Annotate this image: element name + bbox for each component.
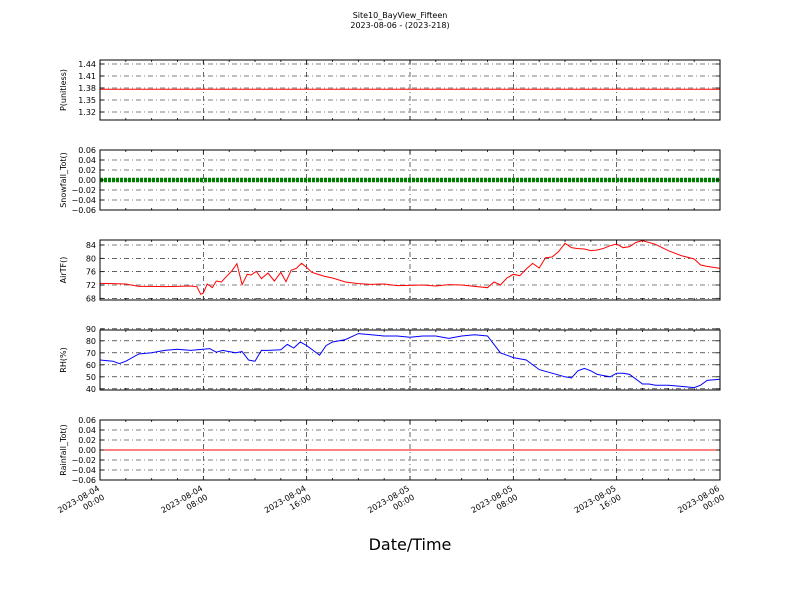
y-axis-label: Rainfall_Tot() — [59, 424, 68, 476]
y-tick-label: 90 — [86, 325, 96, 334]
y-tick-label: 0.04 — [78, 156, 96, 165]
y-tick-label: −0.04 — [71, 466, 96, 475]
y-axis-label: AirTF() — [59, 257, 68, 284]
y-tick-label: 1.38 — [78, 84, 96, 93]
panel-1: 1.32 1.35 1.38 1.41 1.44 P(unitless) — [59, 59, 721, 121]
y-tick-label: 1.44 — [78, 60, 96, 69]
y-axis-label: RH(%) — [59, 347, 68, 372]
y-tick-label: −0.06 — [71, 206, 96, 215]
panel-4: 90 80 70 60 50 40 RH(%) — [59, 325, 721, 394]
y-tick-label: 1.41 — [78, 72, 96, 81]
y-tick-label: 76 — [86, 268, 96, 277]
y-tick-label: 0.06 — [78, 146, 96, 155]
y-tick-label: 1.35 — [78, 96, 96, 105]
x-tick-label: 2023-08-0516:00 — [573, 484, 623, 524]
x-tick-label: 2023-08-0500:00 — [366, 484, 416, 524]
y-tick-label: 84 — [86, 241, 96, 250]
plot-frame — [99, 239, 721, 301]
plot-frame — [99, 59, 721, 121]
chart-subtitle: 2023-08-06 - (2023-218) — [350, 21, 450, 30]
y-tick-label: −0.04 — [71, 196, 96, 205]
y-tick-label: 68 — [86, 294, 96, 303]
panel-3: 84 80 76 72 68 AirTF() — [59, 239, 721, 303]
chart-title-block: Site10_BayView_Fifteen 2023-08-06 - (202… — [0, 11, 800, 31]
y-tick-label: 0.00 — [78, 176, 96, 185]
y-tick-label: 0.02 — [78, 166, 96, 175]
y-tick-label: 50 — [86, 373, 96, 382]
x-tick-label: 2023-08-0400:00 — [56, 484, 106, 524]
x-tick-label: 2023-08-0508:00 — [470, 484, 520, 524]
y-tick-label: −0.02 — [71, 186, 96, 195]
panel-2: 0.060.040.020.00−0.02−0.04−0.06Snowfall_… — [59, 146, 721, 215]
y-tick-label: −0.06 — [71, 476, 96, 485]
plot-frame — [99, 329, 721, 391]
y-tick-label: 80 — [86, 254, 96, 263]
y-tick-label: 0.00 — [78, 446, 96, 455]
series-line — [99, 240, 721, 296]
y-axis-label: P(unitless) — [59, 69, 68, 111]
y-tick-label: 0.02 — [78, 436, 96, 445]
y-tick-label: 1.32 — [78, 108, 96, 117]
x-tick-label: 2023-08-0416:00 — [263, 484, 313, 524]
y-tick-label: 40 — [86, 385, 96, 394]
series-line — [99, 333, 721, 389]
y-tick-label: 60 — [86, 361, 96, 370]
x-tick-label: 2023-08-0408:00 — [160, 484, 210, 524]
x-tick-label: 2023-08-0600:00 — [676, 484, 726, 524]
y-tick-label: 70 — [86, 349, 96, 358]
chart-title: Site10_BayView_Fifteen — [352, 11, 448, 20]
panel-5: 0.060.040.020.00−0.02−0.04−0.06Rainfall_… — [59, 416, 721, 485]
y-axis-label: Snowfall_Tot() — [59, 152, 68, 208]
y-tick-label: 80 — [86, 337, 96, 346]
y-tick-label: 72 — [86, 281, 96, 290]
y-tick-label: 0.06 — [78, 416, 96, 425]
y-tick-label: −0.02 — [71, 456, 96, 465]
x-axis-label: Date/Time — [369, 535, 452, 554]
y-tick-label: 0.04 — [78, 426, 96, 435]
